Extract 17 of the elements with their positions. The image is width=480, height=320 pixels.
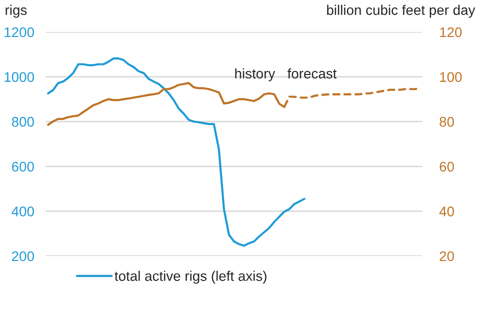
y-axis-title: rigs bbox=[6, 4, 27, 18]
y2-tick-label: 60 bbox=[440, 162, 454, 172]
y-tick-label: 1200 bbox=[4, 27, 34, 38]
y-tick-label: 200 bbox=[12, 251, 34, 262]
y-tick-label: 1000 bbox=[4, 72, 34, 82]
y-tick-label: 600 bbox=[12, 162, 34, 172]
y2-tick-label: 40 bbox=[439, 206, 454, 216]
annotation: history bbox=[235, 68, 276, 82]
annotation: forecast bbox=[287, 68, 337, 79]
y-tick-label: 400 bbox=[12, 206, 34, 216]
y2-axis-title: billion cubic feet per day bbox=[327, 4, 476, 18]
y2-tick-label: 20 bbox=[440, 251, 454, 262]
legend-label: total active rigs (left axis) bbox=[114, 270, 266, 284]
y2-tick-label: 120 bbox=[440, 27, 462, 38]
y-tick-label: 800 bbox=[12, 116, 34, 127]
y2-tick-label: 100 bbox=[440, 72, 462, 82]
y2-tick-label: 80 bbox=[440, 116, 454, 127]
